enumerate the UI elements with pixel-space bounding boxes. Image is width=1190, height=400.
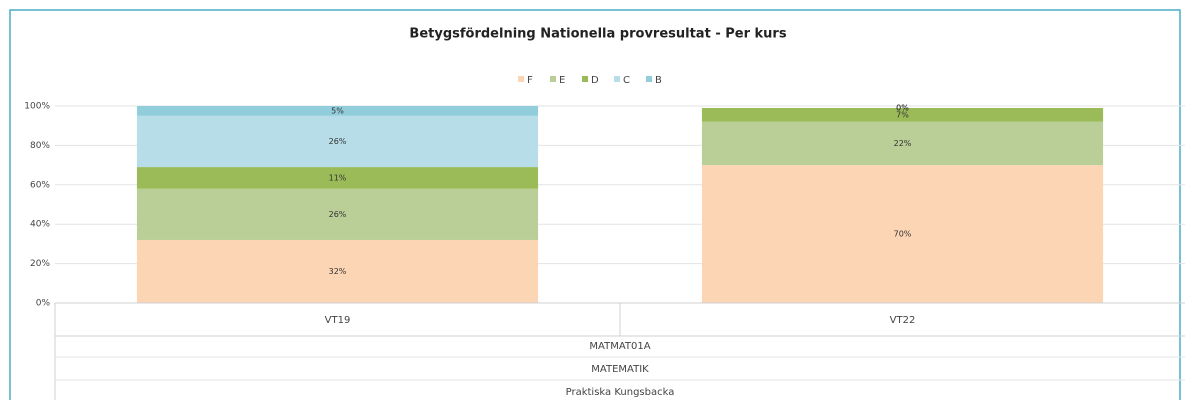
data-label: 22% xyxy=(894,139,912,148)
legend-swatch xyxy=(550,76,556,82)
bar-segment xyxy=(136,188,539,240)
legend-label: F xyxy=(527,75,533,86)
legend-label: D xyxy=(591,75,599,86)
y-tick-label: 0% xyxy=(36,299,51,309)
legend-label: C xyxy=(623,75,630,86)
data-label: 26% xyxy=(329,137,347,146)
data-label: 5% xyxy=(331,106,344,115)
data-label: 70% xyxy=(894,230,912,239)
legend-swatch xyxy=(582,76,588,82)
legend-swatch xyxy=(646,76,652,82)
category-group-label: MATEMATIK xyxy=(591,364,649,375)
bar-segment xyxy=(136,239,539,303)
legend-label: E xyxy=(559,75,565,86)
bar-segment xyxy=(701,121,1104,166)
y-tick-label: 60% xyxy=(30,180,50,190)
y-tick-label: 40% xyxy=(30,220,50,230)
y-tick-label: 20% xyxy=(30,259,50,269)
y-tick-label: 100% xyxy=(24,102,50,112)
bar-segment xyxy=(701,165,1104,303)
x-tick-label: VT19 xyxy=(325,315,351,326)
y-tick-label: 80% xyxy=(30,141,50,151)
data-label: 26% xyxy=(329,210,347,219)
data-label: 0% xyxy=(896,103,909,112)
bar-segment xyxy=(701,107,1104,122)
x-tick-label: VT22 xyxy=(890,315,916,326)
legend-swatch xyxy=(614,76,620,82)
data-label: 32% xyxy=(329,267,347,276)
category-group-label: Praktiska Kungsbacka xyxy=(566,387,675,398)
category-group-label: MATMAT01A xyxy=(589,341,650,352)
legend-label: B xyxy=(655,75,662,86)
chart-title: Betygsfördelning Nationella provresultat… xyxy=(409,27,786,42)
bar-segment xyxy=(136,167,539,189)
bar-segment xyxy=(136,115,539,168)
data-label: 0% xyxy=(896,103,909,112)
bar-segment xyxy=(136,106,539,116)
legend-swatch xyxy=(518,76,524,82)
data-label: 11% xyxy=(329,173,347,182)
data-label: 7% xyxy=(896,110,909,119)
